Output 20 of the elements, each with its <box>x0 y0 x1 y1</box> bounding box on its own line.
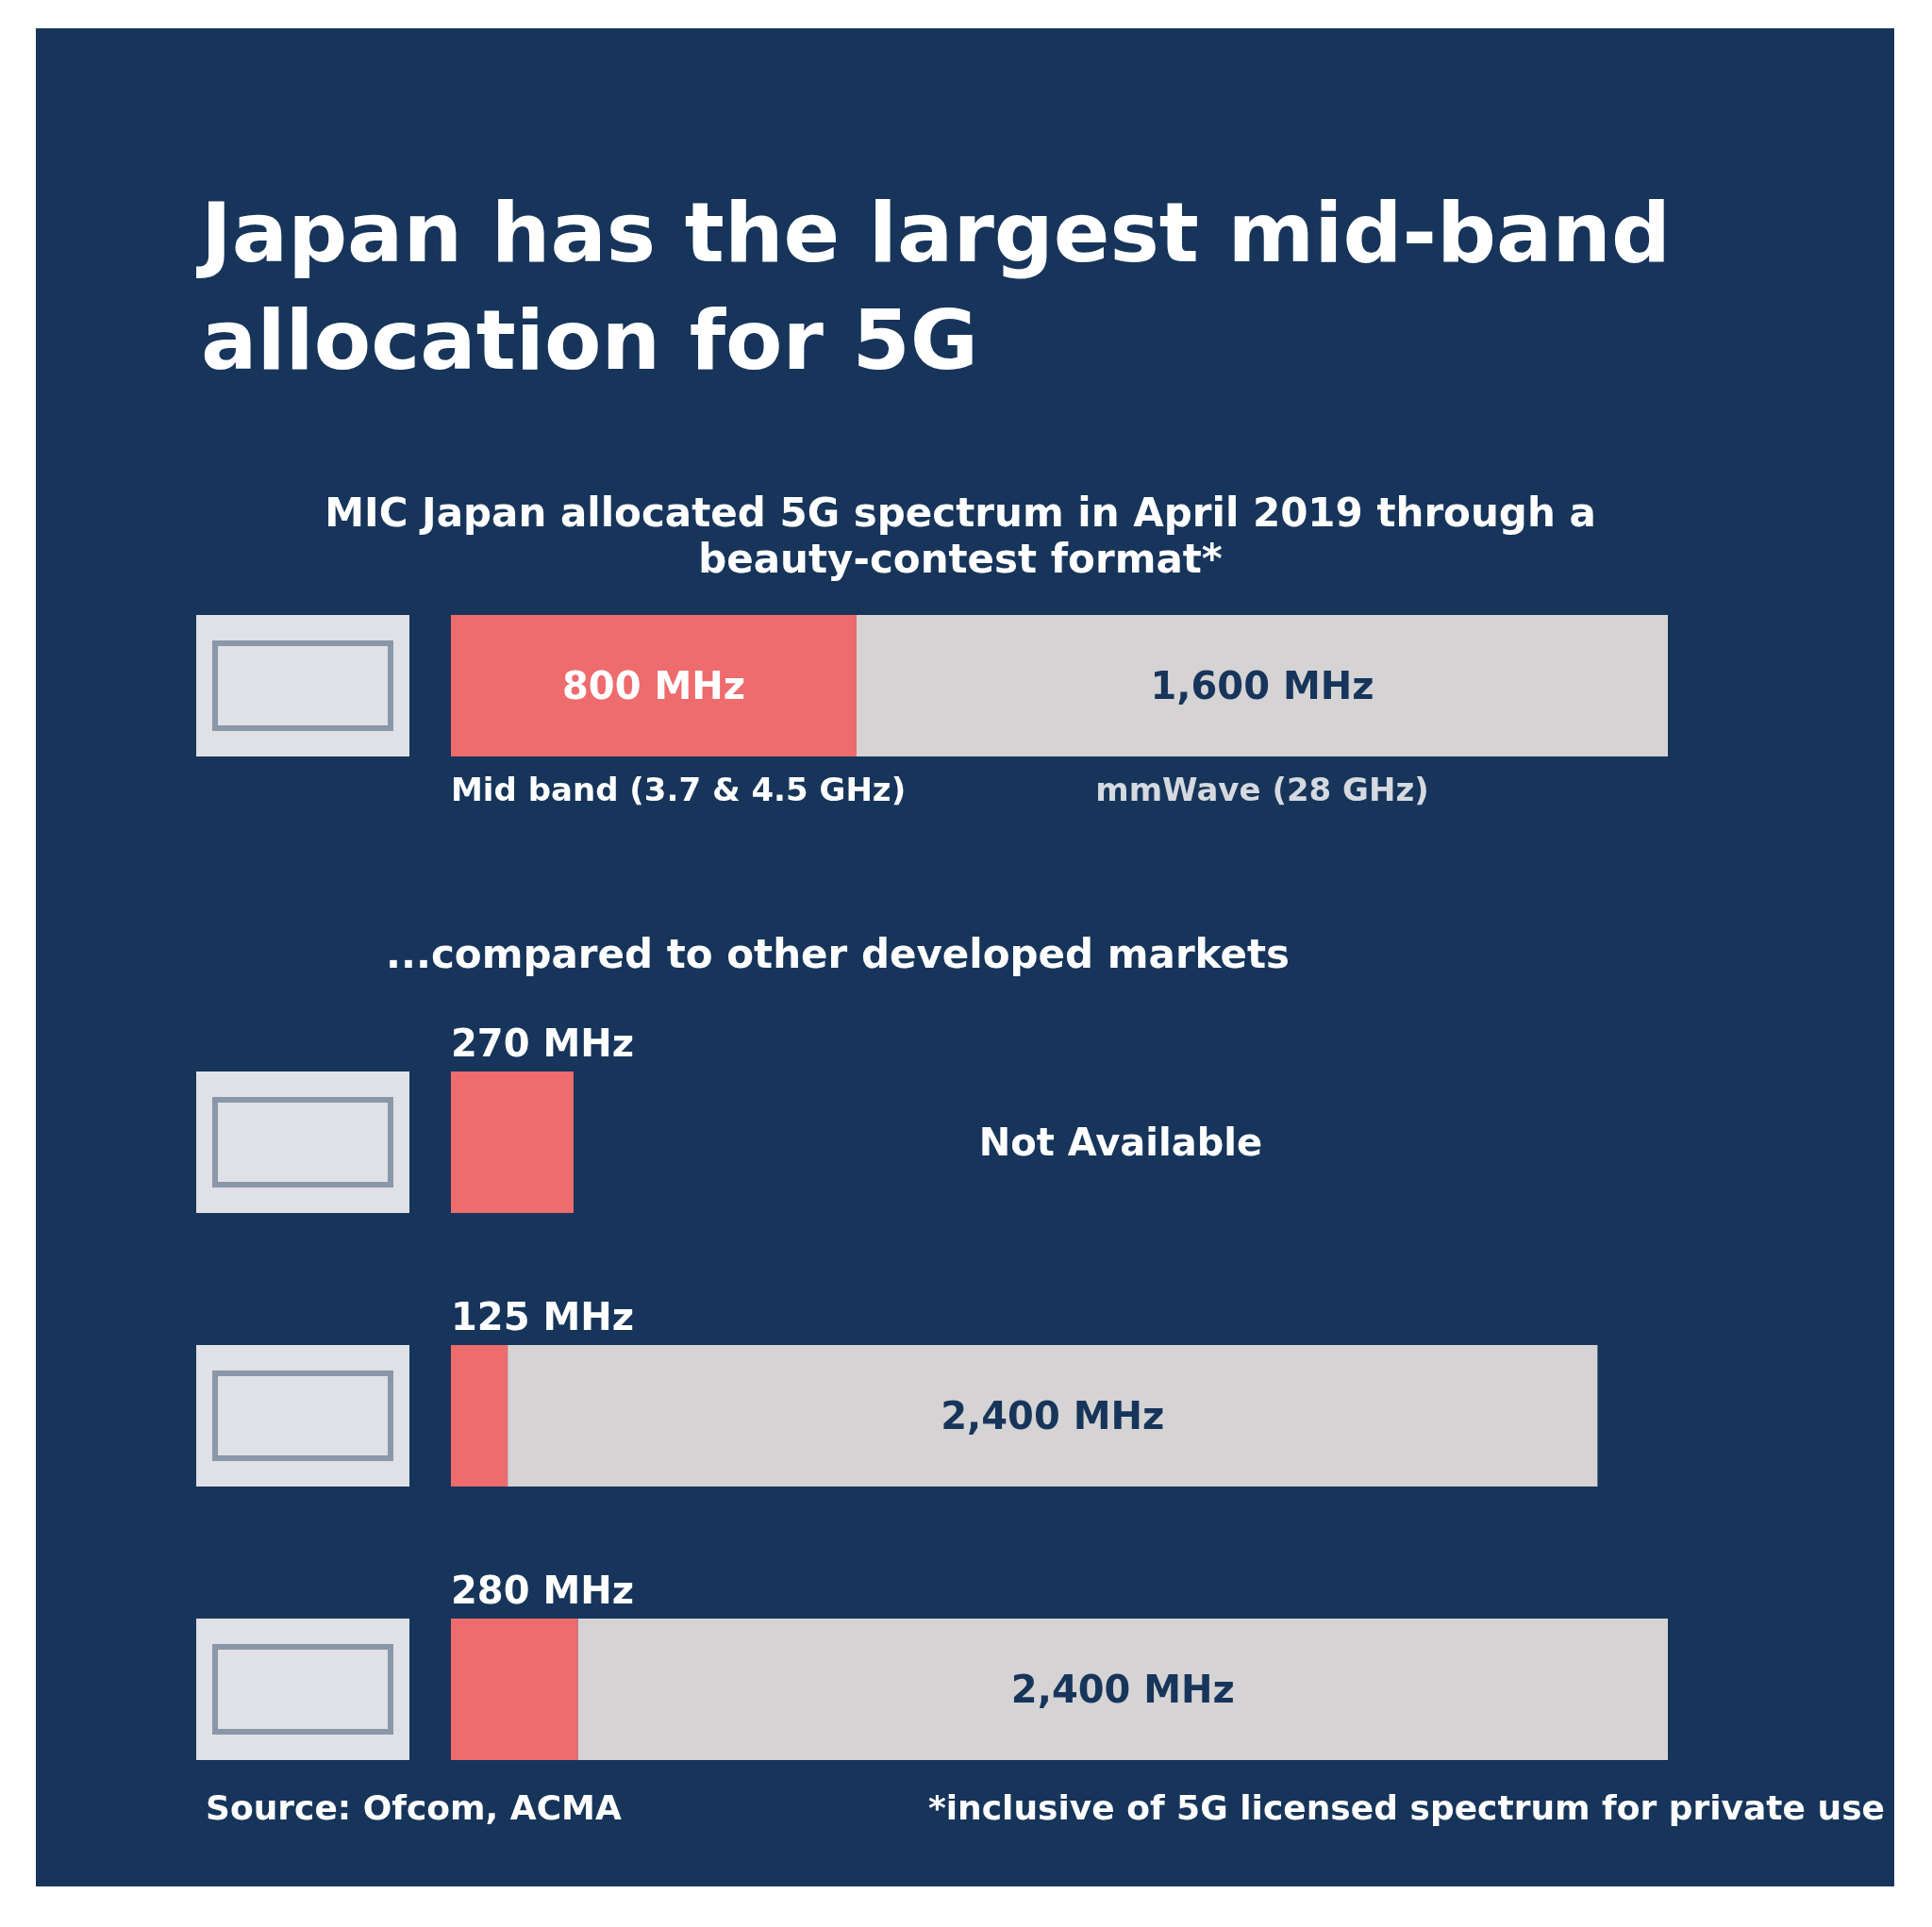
series-label: Mid band (3.7 & 4.5 GHz) <box>451 770 907 808</box>
chart-subtitle: MIC Japan allocated 5G spectrum in April 2019 through a beauty-contest format* <box>324 489 1597 582</box>
bar <box>577 1618 1668 1760</box>
bar <box>451 1071 574 1213</box>
data-label: 1,600 MHz <box>1149 662 1375 709</box>
data-label: 2,400 MHz <box>940 1392 1166 1439</box>
data-label: 125 MHz <box>451 1293 635 1340</box>
text: Not Available <box>978 1120 1263 1164</box>
series-label: mmWave (28 GHz) <box>1095 770 1429 808</box>
bar <box>451 1344 508 1487</box>
data-label: 800 MHz <box>561 662 746 709</box>
annotation: *inclusive of 5G licensed spectrum for private use <box>927 1787 1885 1827</box>
bar <box>451 1618 578 1760</box>
annotation: Source: Ofcom, ACMA <box>206 1787 622 1827</box>
bar <box>508 1344 1598 1487</box>
chart-title: Japan has the largest mid-band allocation for 5G <box>195 183 1672 391</box>
data-label: 270 MHz <box>451 1020 635 1067</box>
data-label: 280 MHz <box>451 1567 635 1614</box>
data-label: 2,400 MHz <box>1009 1666 1236 1713</box>
chart-title: ...compared to other developed markets <box>385 930 1291 977</box>
